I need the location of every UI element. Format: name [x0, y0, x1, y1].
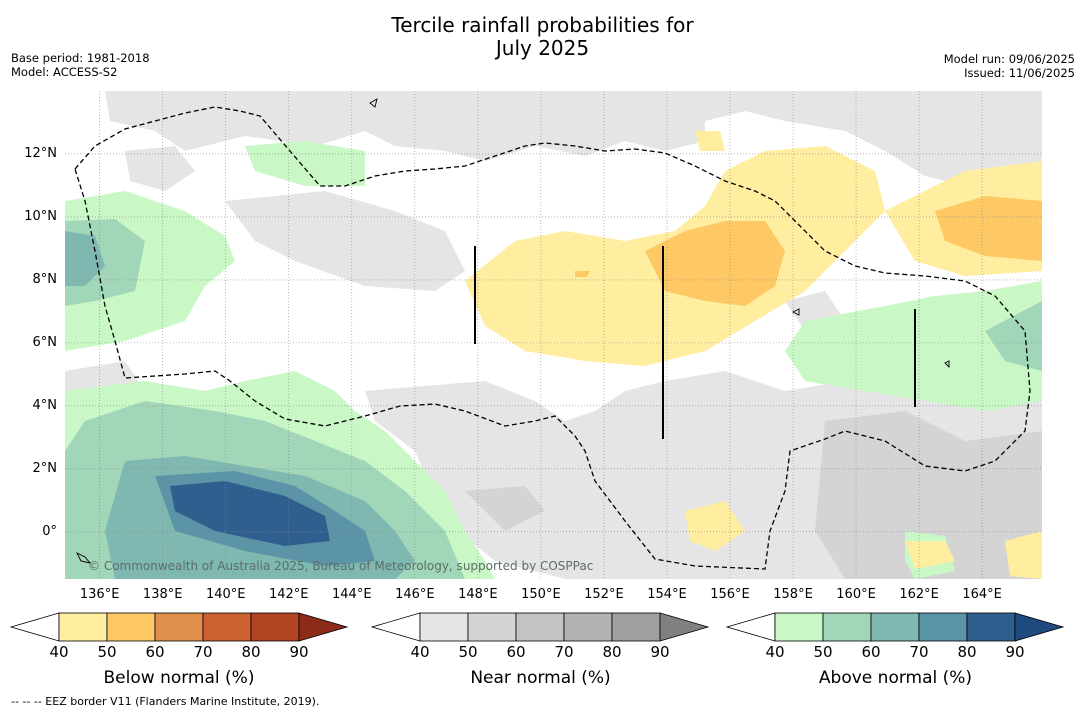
longitude-tick-label: 156°E: [710, 587, 750, 602]
colorbar-extend-low: [9, 612, 60, 642]
colorbar-above-normal: [725, 612, 1065, 642]
colorbar-segment: [611, 612, 661, 642]
colorbar-segment: [966, 612, 1016, 642]
longitude-tick-label: 158°E: [773, 587, 813, 602]
islands: [75, 98, 950, 564]
map-title: Tercile rainfall probabilities for July …: [0, 14, 1085, 60]
eez-border: [74, 106, 1031, 570]
colorbar-tick: 90: [650, 643, 670, 661]
above-normal-label: Above normal (%): [818, 668, 973, 688]
below-normal-region-50: [575, 196, 1042, 306]
latitude-tick-label: 0°: [42, 523, 57, 539]
near-normal-region-50: [465, 411, 1042, 579]
colorbar-tick: 50: [813, 643, 833, 661]
colorbar-extend-high: [1014, 612, 1065, 642]
above-normal-region-80: [170, 481, 330, 546]
colorbar-tick: 60: [861, 643, 881, 661]
longitude-tick-label: 164°E: [962, 587, 1002, 602]
colorbar-segment: [822, 612, 872, 642]
probability-map: © Commonwealth of Australia 2025, Bureau…: [65, 91, 1042, 579]
longitude-tick-label: 144°E: [332, 587, 372, 602]
model-run: Model run: 09/06/2025: [943, 52, 1075, 66]
below-normal-label: Below normal (%): [103, 668, 255, 688]
latitude-tick-label: 12°N: [24, 145, 57, 161]
latitude-tick-label: 2°N: [32, 460, 58, 476]
colorbar-extend-high: [298, 612, 349, 642]
longitude-tick-label: 142°E: [268, 587, 309, 602]
colorbar-tick: 50: [97, 643, 117, 661]
colorbars: [9, 612, 1065, 642]
longitude-tick-label: 140°E: [205, 587, 246, 602]
longitude-tick-label: 138°E: [142, 587, 183, 602]
colorbar-segment: [515, 612, 565, 642]
colorbar-segment: [250, 612, 300, 642]
colorbar-extend-low: [725, 612, 776, 642]
latitude-tick-label: 10°N: [24, 208, 57, 224]
issued-date: Issued: 11/06/2025: [964, 66, 1075, 80]
title-line-1: Tercile rainfall probabilities for: [391, 13, 694, 37]
colorbar-tick: 70: [193, 643, 213, 661]
model-info: Base period: 1981-2018 Model: ACCESS-S2: [11, 51, 150, 79]
colorbar-tick: 40: [765, 643, 785, 661]
longitude-tick-label: 162°E: [899, 587, 939, 602]
zone-boundary-lines: [474, 246, 916, 439]
colorbar-tick: 60: [506, 643, 526, 661]
colorbar-segment: [467, 612, 517, 642]
model-name: Model: ACCESS-S2: [11, 65, 118, 79]
colorbar-extend-low: [370, 612, 421, 642]
colorbar-tick: 50: [458, 643, 478, 661]
colorbar-tick: 80: [602, 643, 622, 661]
longitude-tick-label: 146°E: [395, 587, 435, 602]
colorbar-tick: 80: [241, 643, 261, 661]
longitude-tick-label: 160°E: [836, 587, 876, 602]
run-info: Model run: 09/06/2025 Issued: 11/06/2025: [944, 52, 1075, 80]
colorbar-segment: [774, 612, 824, 642]
near-normal-label: Near normal (%): [470, 668, 611, 688]
colorbar-tick: 90: [289, 643, 309, 661]
latitude-tick-label: 8°N: [32, 271, 58, 287]
colorbar-below-normal: [9, 612, 349, 642]
colorbar-tick: 60: [145, 643, 165, 661]
longitude-tick-label: 136°E: [79, 587, 120, 602]
base-period: Base period: 1981-2018: [11, 51, 150, 65]
colorbar-segment: [106, 612, 156, 642]
gridlines: [65, 91, 1042, 579]
longitude-tick-label: 148°E: [458, 587, 498, 602]
colorbar-tick: 80: [957, 643, 977, 661]
colorbar-segment: [870, 612, 920, 642]
colorbar-segment: [419, 612, 469, 642]
colorbar-segment: [58, 612, 108, 642]
colorbar-near-normal: [370, 612, 710, 642]
colorbar-extend-high: [659, 612, 710, 642]
colorbar-segment: [563, 612, 613, 642]
colorbar-segment: [154, 612, 204, 642]
longitude-tick-label: 152°E: [584, 587, 624, 602]
longitude-tick-label: 150°E: [521, 587, 561, 602]
latitude-tick-label: 4°N: [32, 397, 58, 413]
colorbar-tick: 40: [410, 643, 430, 661]
latitude-tick-label: 6°N: [32, 334, 58, 350]
colorbar-tick: 40: [49, 643, 69, 661]
colorbar-segment: [918, 612, 968, 642]
copyright-notice: © Commonwealth of Australia 2025, Bureau…: [88, 559, 593, 573]
colorbar-tick: 70: [909, 643, 929, 661]
eez-footnote: -- -- -- EEZ border V11 (Flanders Marine…: [11, 695, 320, 708]
longitude-tick-label: 154°E: [647, 587, 687, 602]
colorbar-segment: [202, 612, 252, 642]
colorbar-tick: 70: [554, 643, 574, 661]
title-line-2: July 2025: [495, 36, 590, 60]
colorbar-tick: 90: [1005, 643, 1025, 661]
